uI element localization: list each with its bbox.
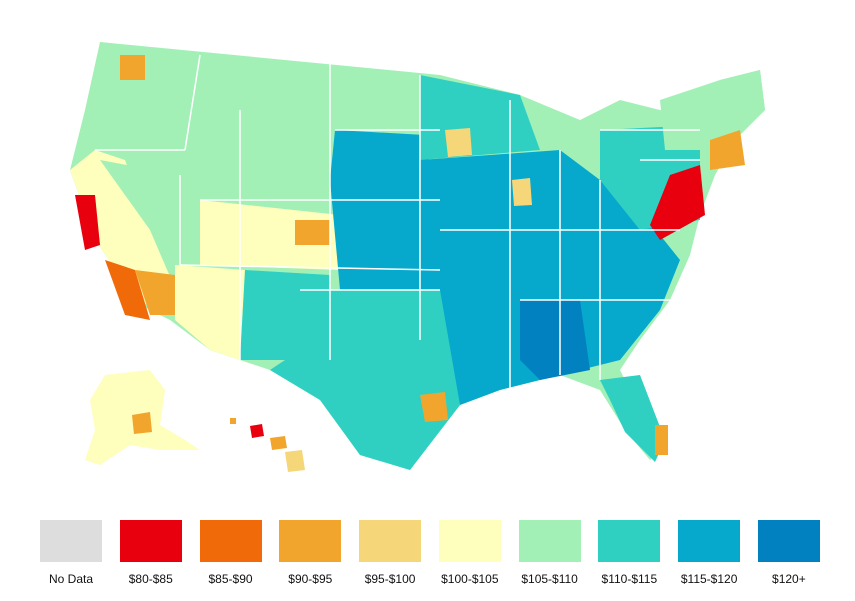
hotspot-mojave bbox=[135, 270, 175, 315]
hotspot-boston bbox=[710, 130, 745, 170]
legend-swatch bbox=[40, 520, 102, 562]
us-county-choropleth-map bbox=[70, 42, 765, 472]
region-nevada bbox=[100, 160, 180, 250]
legend-item: $80-$85 bbox=[119, 520, 182, 590]
legend-item: $110-$115 bbox=[598, 520, 661, 590]
legend-label: $120+ bbox=[772, 572, 806, 586]
region-midwest-south-blue bbox=[420, 150, 680, 405]
legend-swatch bbox=[279, 520, 342, 562]
region-texas bbox=[270, 290, 460, 470]
legend-swatch bbox=[678, 520, 741, 562]
hotspot-miami bbox=[655, 425, 668, 455]
region-new-england bbox=[660, 70, 765, 150]
legend-label: $95-$100 bbox=[364, 572, 416, 586]
legend-label: $100-$105 bbox=[441, 572, 499, 586]
region-florida bbox=[600, 375, 665, 462]
legend-label: $110-$115 bbox=[601, 572, 658, 586]
hotspot-houston bbox=[420, 392, 448, 422]
region-pacific-northwest bbox=[95, 42, 200, 150]
hotspot-nyc-nj bbox=[650, 165, 705, 240]
legend-swatch bbox=[598, 520, 661, 562]
legend-item: $90-$95 bbox=[279, 520, 342, 590]
hotspot-seattle bbox=[120, 55, 145, 80]
legend-item: $100-$105 bbox=[438, 520, 501, 590]
alaska-hotspot bbox=[132, 412, 152, 434]
legend-swatch bbox=[438, 520, 501, 562]
legend-label: $80-$85 bbox=[128, 572, 173, 586]
legend-label: $115-$120 bbox=[680, 572, 738, 586]
hotspot-minneapolis bbox=[445, 128, 472, 157]
legend-item: $115-$120 bbox=[678, 520, 741, 590]
region-california-yellow bbox=[70, 150, 180, 305]
hotspot-socal bbox=[105, 260, 150, 320]
legend-item: $105-$110 bbox=[518, 520, 581, 590]
legend-item: No Data bbox=[40, 520, 102, 590]
legend-item: $95-$100 bbox=[359, 520, 422, 590]
legend-swatch bbox=[518, 520, 581, 562]
legend-label: $90-$95 bbox=[288, 572, 333, 586]
region-deep-south-darkblue bbox=[520, 300, 590, 380]
legend-item: $120+ bbox=[757, 520, 820, 590]
region-minnesota-wisconsin bbox=[420, 75, 540, 160]
legend-swatch bbox=[359, 520, 422, 562]
legend-label: $85-$90 bbox=[208, 572, 253, 586]
hotspot-chicago bbox=[512, 178, 532, 206]
legend-item: $85-$90 bbox=[199, 520, 262, 590]
legend-swatch bbox=[757, 520, 820, 562]
legend-label: No Data bbox=[48, 572, 94, 586]
legend-swatch bbox=[199, 520, 262, 562]
legend-swatch bbox=[119, 520, 182, 562]
hotspot-bay-area bbox=[75, 195, 100, 250]
state-borders bbox=[95, 54, 700, 390]
legend-label: $105-$110 bbox=[521, 572, 578, 586]
legend: No Data $80-$85 $85-$90 $90-$95 $95-$100 $100… bbox=[40, 520, 820, 590]
hawaii bbox=[230, 418, 305, 472]
region-plains-blue bbox=[330, 130, 440, 340]
hotspot-denver bbox=[295, 220, 330, 245]
region-arizona bbox=[175, 265, 245, 360]
region-colorado-utah bbox=[200, 200, 340, 270]
